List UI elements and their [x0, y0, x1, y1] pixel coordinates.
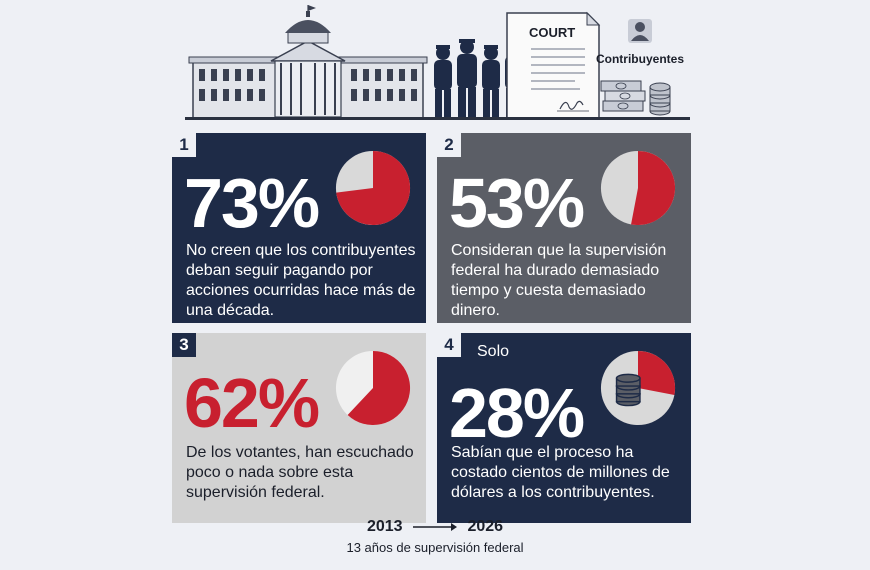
card-prefix: Solo: [477, 343, 510, 360]
pie-slice: [336, 150, 411, 226]
card-percent: 73%: [184, 164, 320, 242]
coin-stack-icon: [615, 373, 641, 407]
card-description: Sabían que el proceso ha costado cientos…: [451, 444, 670, 501]
timeline: 2013 2026: [0, 518, 870, 536]
stat-card-4: 4 Solo 28% Sabían que el proceso ha cost…: [437, 333, 691, 523]
card-percent: 53%: [449, 164, 585, 242]
pie-slice: [631, 150, 676, 226]
stat-card-2: 2 53% Consideran que la supervisión fede…: [437, 133, 691, 323]
stat-card-1: 1 73% No creen que los contribuyentes de…: [172, 133, 426, 323]
capitol-building-icon: [188, 5, 428, 119]
header-illustration: COURT Contribuyentes: [188, 5, 684, 120]
timeline-start-year: 2013: [366, 518, 403, 535]
card-number: 1: [172, 133, 196, 157]
header-baseline: [185, 117, 690, 120]
stat-card-3: 3 62% De los votantes, han escuchado poc…: [172, 333, 426, 523]
card-description: Consideran que la supervisión federal ha…: [451, 242, 667, 319]
card-description: No creen que los contribuyentes deban se…: [186, 242, 416, 319]
pie-slice: [638, 350, 676, 395]
pie-slice: [347, 350, 411, 426]
pie-chart-icon: [335, 150, 411, 226]
timeline-end-year: 2026: [467, 518, 504, 535]
court-document-icon: [506, 11, 601, 120]
money-stack-icon: [600, 80, 671, 116]
court-label: COURT: [529, 25, 575, 40]
pie-chart-icon: [335, 350, 411, 426]
card-percent: 62%: [184, 364, 320, 442]
taxpayers-label: Contribuyentes: [596, 52, 684, 66]
timeline-subtitle: 13 años de supervisión federal: [346, 540, 524, 555]
taxpayer-person-icon: [628, 19, 652, 43]
card-number: 4: [437, 333, 461, 357]
card-number: 2: [437, 133, 461, 157]
pie-chart-coins-icon: [600, 350, 676, 426]
pie-chart-icon: [600, 150, 676, 226]
card-number: 3: [172, 333, 196, 357]
card-description: De los votantes, han escuchado poco o na…: [186, 444, 414, 501]
arrow-right-icon: [413, 522, 457, 531]
card-percent: 28%: [449, 374, 585, 452]
